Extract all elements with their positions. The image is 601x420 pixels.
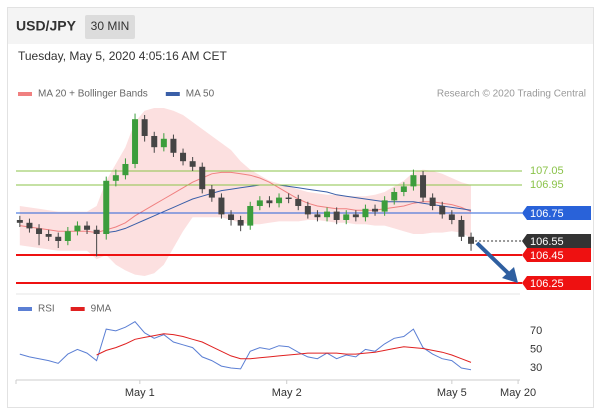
- candle-body: [439, 205, 446, 215]
- x-tick-label: May 5: [437, 387, 467, 399]
- level-label: 106.75: [530, 208, 564, 220]
- x-tick-label: May 2: [272, 387, 302, 399]
- candle-body: [400, 186, 407, 192]
- candle-body: [55, 236, 62, 241]
- rsi-tick-label: 50: [530, 343, 542, 355]
- candle-body: [112, 175, 119, 181]
- candle-body: [151, 135, 158, 148]
- rsi-line: [96, 333, 472, 363]
- legend-label: RSI: [38, 304, 55, 315]
- level-label: 107.05: [530, 165, 564, 177]
- candle-body: [93, 229, 100, 234]
- timeframe-badge: [85, 15, 135, 39]
- candle-body: [420, 175, 427, 198]
- candle-body: [180, 152, 187, 162]
- candle-body: [218, 197, 225, 215]
- candle-body: [468, 236, 475, 244]
- level-label: 106.55: [530, 236, 564, 248]
- symbol: USD/JPY: [16, 18, 77, 34]
- legend-swatch: [165, 92, 180, 96]
- level-tag: [522, 275, 591, 290]
- legend-label: MA 20 + Bollinger Bands: [38, 89, 148, 100]
- candle-body: [45, 233, 52, 237]
- timeframe: 30 MIN: [91, 19, 130, 33]
- legend-swatch: [18, 92, 32, 96]
- candle-body: [410, 175, 417, 187]
- candle-body: [266, 200, 273, 204]
- overlay-line: [106, 184, 472, 234]
- candle-body: [276, 197, 283, 204]
- credit: Research © 2020 Trading Central: [437, 89, 586, 100]
- candle-body: [458, 219, 465, 237]
- legend-swatch: [70, 307, 85, 311]
- candle-body: [333, 211, 340, 220]
- candle-body: [170, 138, 177, 153]
- datetime: Tuesday, May 5, 2020 4:05:16 AM CET: [18, 49, 227, 63]
- candle-body: [247, 205, 254, 226]
- candle-body: [199, 166, 206, 190]
- x-tick-label: May 1: [125, 387, 155, 399]
- level-label: 106.25: [530, 278, 564, 290]
- candle-body: [343, 214, 350, 220]
- candle-body: [314, 214, 321, 218]
- x-tick-label: May 20: [500, 387, 536, 399]
- candle-body: [132, 119, 139, 164]
- legend-swatch: [18, 307, 32, 311]
- candle-body: [391, 191, 398, 201]
- candle-body: [228, 214, 235, 220]
- candle-body: [141, 119, 148, 136]
- legend-label: 9MA: [91, 304, 112, 315]
- candle-body: [381, 200, 388, 212]
- candle-body: [122, 163, 129, 176]
- candle-body: [36, 228, 43, 234]
- candle-body: [362, 208, 369, 218]
- level-label: 106.45: [530, 250, 564, 262]
- level-tag: [522, 247, 591, 262]
- rsi-tick-label: 70: [530, 325, 542, 337]
- candle-body: [448, 214, 455, 220]
- candle-body: [64, 231, 71, 241]
- candle-body: [304, 205, 311, 215]
- level-label: 106.95: [530, 179, 564, 191]
- level-tag: [522, 205, 591, 220]
- candle-body: [324, 211, 331, 218]
- rsi-tick-label: 30: [530, 362, 542, 374]
- candle-body: [429, 197, 436, 206]
- candle-body: [84, 225, 91, 230]
- candle-body: [16, 219, 23, 223]
- candle-body: [256, 200, 263, 206]
- candle-body: [160, 138, 167, 148]
- arrow-shaft: [475, 241, 512, 277]
- candle-body: [208, 189, 215, 198]
- candle-body: [74, 225, 81, 232]
- candle-body: [372, 208, 379, 212]
- plot: 107.05 106.95 106.75 106.55 106.45 106.25 MA 2…: [15, 89, 591, 399]
- candle-body: [103, 180, 110, 234]
- level-tag: [522, 233, 591, 248]
- candle-body: [295, 198, 302, 206]
- candle-body: [26, 222, 33, 229]
- candle-body: [237, 219, 244, 226]
- candle-body: [189, 161, 196, 167]
- legend-label: MA 50: [186, 89, 215, 100]
- candle-body: [352, 214, 359, 218]
- candle-body: [285, 197, 292, 199]
- rsi-line: [19, 321, 472, 371]
- arrow-head: [502, 267, 518, 283]
